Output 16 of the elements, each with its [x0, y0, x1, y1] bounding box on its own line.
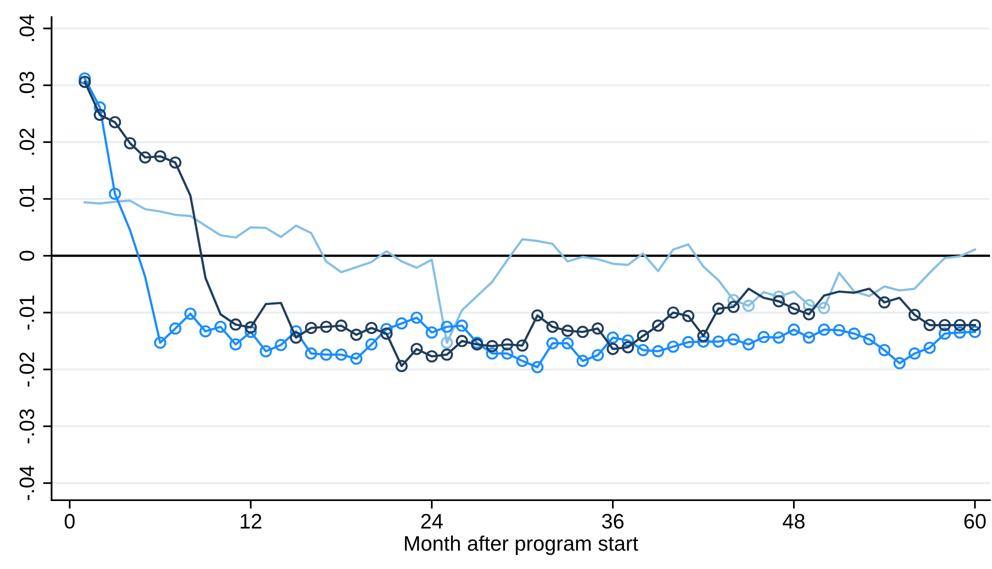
y-tick-label: .04 [20, 14, 34, 42]
x-tick-label: 60 [964, 514, 986, 529]
y-tick-label: 0 [20, 250, 34, 261]
y-tick-label: -.02 [20, 352, 34, 386]
x-tick-label: 48 [782, 514, 805, 529]
y-tick-label: -.01 [20, 296, 34, 330]
y-tick-label: .02 [20, 128, 34, 155]
y-tick-label: .01 [20, 185, 34, 212]
x-tick-label: 0 [64, 514, 75, 529]
x-tick-label: 12 [240, 514, 262, 528]
y-tick-label: -.03 [20, 409, 34, 444]
x-axis-title: Month after program start [404, 536, 638, 555]
x-tick-label: 36 [602, 514, 624, 529]
y-tick-label: -.04 [20, 466, 34, 500]
y-tick-label: .03 [20, 72, 34, 98]
x-tick-label: 24 [421, 514, 443, 528]
